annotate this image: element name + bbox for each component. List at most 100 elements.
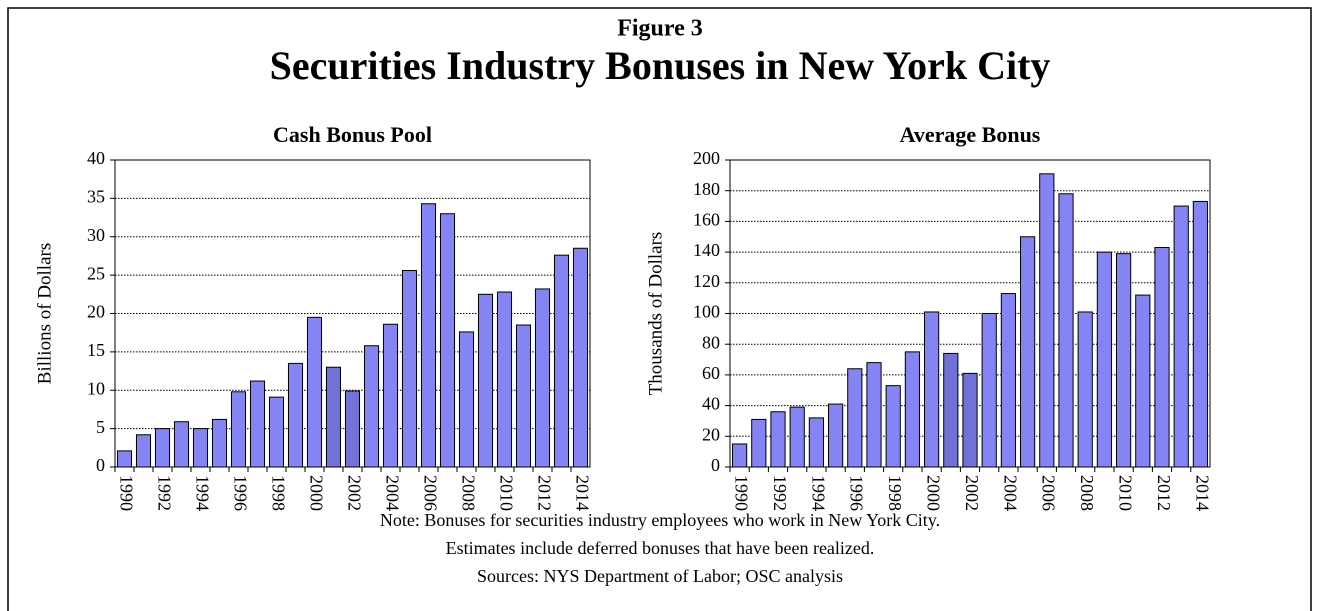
- bar: [847, 368, 863, 468]
- x-tick-label: 2012: [1154, 475, 1174, 511]
- x-tick-label: 2008: [458, 475, 478, 511]
- bar: [439, 213, 456, 468]
- bar: [827, 403, 844, 468]
- bar: [116, 450, 133, 468]
- bar: [249, 380, 266, 468]
- bar: [904, 351, 921, 468]
- y-tick-label: 40: [702, 394, 720, 414]
- bar: [981, 313, 997, 468]
- y-tick-label: 40: [87, 148, 105, 168]
- bar: [1077, 311, 1093, 468]
- chart-title: Average Bonus: [900, 122, 1041, 147]
- x-tick-label: 2000: [306, 475, 326, 511]
- x-tick-label: 2006: [1039, 475, 1059, 511]
- y-tick-label: 200: [693, 148, 720, 168]
- x-tick-label: 1992: [770, 475, 790, 511]
- x-tick-label: 2010: [496, 475, 516, 511]
- x-tick-label: 2014: [1192, 475, 1212, 511]
- y-axis-label: Billions of Dollars: [34, 243, 55, 384]
- main-title: Securities Industry Bonuses in New York …: [270, 43, 1051, 88]
- y-axis-label: Thousands of Dollars: [645, 232, 666, 396]
- bar: [458, 331, 475, 468]
- x-tick-label: 2006: [420, 475, 440, 511]
- bar: [1000, 293, 1017, 468]
- bar: [770, 411, 786, 468]
- note: Estimates include deferred bonuses that …: [446, 538, 875, 558]
- y-tick-label: 80: [702, 332, 720, 352]
- bar: [731, 443, 748, 468]
- bar: [344, 390, 361, 468]
- bar: [154, 428, 171, 468]
- y-tick-label: 5: [96, 417, 105, 437]
- bar: [962, 372, 978, 468]
- y-tick-label: 60: [702, 363, 720, 383]
- y-tick-label: 10: [87, 378, 105, 398]
- x-tick-label: 1996: [230, 475, 250, 511]
- bar: [135, 434, 152, 468]
- note: Sources: NYS Department of Labor; OSC an…: [477, 566, 843, 586]
- bar: [1058, 193, 1074, 468]
- bar: [1135, 294, 1151, 468]
- bar: [230, 391, 247, 468]
- bar: [1173, 205, 1189, 468]
- bar: [751, 418, 767, 468]
- x-tick-label: 2000: [923, 475, 943, 511]
- bar: [325, 366, 342, 468]
- x-tick-label: 2010: [1115, 475, 1135, 511]
- x-tick-label: 2008: [1077, 475, 1097, 511]
- y-tick-label: 15: [87, 340, 105, 360]
- x-tick-label: 1998: [268, 475, 288, 511]
- bar: [943, 352, 959, 468]
- x-tick-label: 1990: [116, 475, 136, 511]
- bar: [515, 324, 532, 468]
- y-tick-label: 180: [693, 179, 720, 199]
- bar: [401, 270, 418, 468]
- bar: [363, 345, 380, 468]
- x-tick-label: 2002: [344, 475, 364, 511]
- bar: [420, 203, 437, 468]
- y-tick-label: 20: [87, 302, 105, 322]
- bar: [268, 396, 285, 468]
- bar: [173, 421, 190, 468]
- bar: [287, 362, 304, 468]
- bar: [382, 323, 399, 468]
- bar: [1192, 200, 1209, 468]
- bar: [808, 417, 825, 468]
- frame: [7, 7, 1312, 611]
- x-tick-label: 2012: [534, 475, 554, 511]
- x-tick-label: 2014: [572, 475, 592, 511]
- chart-title: Cash Bonus Pool: [273, 122, 432, 147]
- bar: [553, 254, 570, 468]
- x-tick-label: 1994: [808, 475, 828, 511]
- bar: [1096, 251, 1113, 468]
- bar: [885, 385, 901, 468]
- x-tick-label: 1996: [847, 475, 867, 511]
- bar: [192, 428, 209, 468]
- y-tick-label: 0: [96, 455, 105, 475]
- y-tick-label: 160: [693, 210, 720, 230]
- figure-label: Figure 3: [617, 16, 703, 42]
- bar: [1019, 236, 1036, 468]
- x-tick-label: 2004: [382, 475, 402, 511]
- bar: [306, 316, 323, 468]
- bar: [534, 288, 551, 468]
- y-tick-label: 120: [693, 271, 720, 291]
- bar: [1039, 173, 1055, 468]
- y-tick-label: 20: [702, 424, 720, 444]
- x-tick-label: 2002: [962, 475, 982, 511]
- x-tick-label: 2004: [1000, 475, 1020, 511]
- note: Note: Bonuses for securities industry em…: [380, 510, 940, 530]
- y-tick-label: 140: [693, 240, 720, 260]
- y-tick-label: 35: [87, 187, 105, 207]
- bar: [1115, 253, 1132, 468]
- y-tick-label: 0: [711, 455, 720, 475]
- y-tick-label: 25: [87, 263, 105, 283]
- x-tick-label: 1998: [885, 475, 905, 511]
- bar: [1154, 246, 1170, 468]
- bar: [211, 418, 228, 468]
- bar: [866, 362, 882, 468]
- bar: [923, 311, 940, 468]
- x-tick-label: 1994: [192, 475, 212, 511]
- y-tick-label: 30: [87, 225, 105, 245]
